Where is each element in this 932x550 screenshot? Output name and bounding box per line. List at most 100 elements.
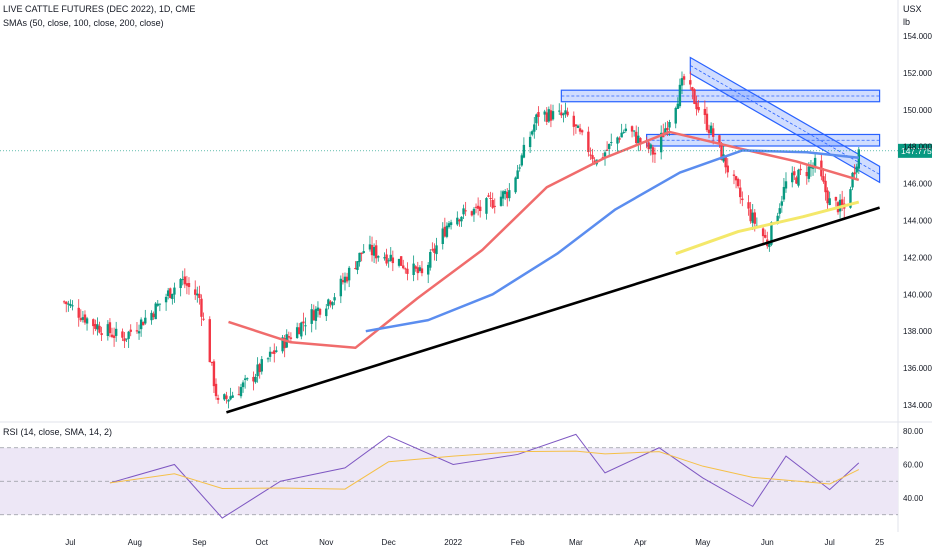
candle-body <box>547 109 551 122</box>
candle-body <box>782 186 786 200</box>
candle-body <box>460 216 463 222</box>
candle-body <box>732 174 736 176</box>
price-tick-label: 148.000 <box>903 143 932 152</box>
candle-body <box>237 394 241 396</box>
time-tick-label: Jul <box>825 538 835 547</box>
candle-body <box>501 191 505 199</box>
candle-body <box>828 198 831 206</box>
candle-body <box>533 124 536 132</box>
candle-body <box>674 108 677 124</box>
chart-title: LIVE CATTLE FUTURES (DEC 2022), 1D, CME <box>3 4 196 14</box>
candle-body <box>347 267 351 281</box>
candle-body <box>268 351 272 357</box>
candle-body <box>518 167 521 169</box>
candle-body <box>689 80 692 85</box>
time-tick-label: May <box>695 538 710 547</box>
candle-body <box>676 103 680 109</box>
candle-body <box>345 276 349 282</box>
candle-body <box>125 338 128 340</box>
candle-body <box>387 260 390 262</box>
candle-body <box>666 127 669 131</box>
candle-body <box>564 110 567 115</box>
candle-body <box>822 176 825 182</box>
rsi-line <box>109 433 860 519</box>
candle-body <box>331 302 334 306</box>
candle-body <box>266 358 270 360</box>
candle-body <box>668 122 671 128</box>
candle-body <box>711 128 715 137</box>
candle-body <box>127 331 130 339</box>
candle-body <box>391 257 395 264</box>
price-tick-label: 142.000 <box>903 253 932 262</box>
candle-body <box>110 334 114 337</box>
candle-body <box>142 322 145 326</box>
candle-body <box>431 249 434 251</box>
candle-body <box>252 376 255 382</box>
candle-body <box>635 131 638 144</box>
candle-body <box>857 149 860 169</box>
candle-body <box>531 131 534 135</box>
candle-body <box>449 222 453 226</box>
candle-body <box>522 144 526 158</box>
candle-body <box>62 301 66 303</box>
candle-body <box>443 226 447 237</box>
time-tick-label: Jun <box>761 538 774 547</box>
candle-body <box>121 331 124 338</box>
candle-body <box>169 288 172 298</box>
candle-body <box>811 166 815 169</box>
candle-body <box>231 395 234 398</box>
rsi-legend: RSI (14, close, SMA, 14, 2) <box>3 427 113 437</box>
candle-body <box>304 325 307 327</box>
candle-body <box>680 78 684 86</box>
candle-body <box>807 166 811 179</box>
candle-body <box>108 322 112 334</box>
candle-body <box>368 244 372 250</box>
time-tick-label: 2022 <box>444 538 462 547</box>
candle-body <box>435 245 438 255</box>
sma-legend: SMAs (50, close, 100, close, 200, close) <box>3 18 164 28</box>
candle-body <box>389 254 392 261</box>
candle-body <box>853 172 856 175</box>
candle-body <box>275 350 278 352</box>
candle-body <box>605 149 609 151</box>
candle-body <box>445 225 449 237</box>
price-tick-label: 146.000 <box>903 180 932 189</box>
candle-body <box>139 319 143 330</box>
candle-body <box>447 223 451 228</box>
candle-body <box>472 208 476 215</box>
candle-body <box>485 198 488 214</box>
candle-body <box>593 160 596 163</box>
time-tick-label: Nov <box>319 538 333 547</box>
candle-body <box>697 106 700 111</box>
candle-body <box>185 283 189 286</box>
candle-body <box>549 110 553 121</box>
candle-body <box>632 130 636 132</box>
candle-body <box>137 331 141 334</box>
candle-body <box>470 211 474 216</box>
candle-body <box>851 172 854 188</box>
candle-body <box>678 84 682 107</box>
candle-body <box>198 293 201 298</box>
candle-body <box>372 246 376 256</box>
candle-body <box>246 378 249 380</box>
candle-body <box>360 252 363 255</box>
candle-body <box>747 202 750 209</box>
rsi-tick-label: 60.00 <box>903 461 924 470</box>
candle-body <box>797 169 800 186</box>
candle-body <box>416 267 419 274</box>
candle-body <box>620 132 623 138</box>
candle-body <box>362 251 365 253</box>
candle-body <box>516 170 519 179</box>
candle-body <box>476 205 480 209</box>
candle-body <box>385 254 388 264</box>
candle-body <box>776 215 779 224</box>
candle-body <box>826 190 829 204</box>
descending-channel <box>689 56 881 184</box>
candle-body <box>181 279 184 281</box>
candle-body <box>834 196 838 201</box>
candle-body <box>92 319 95 327</box>
time-tick-label: Dec <box>382 538 396 547</box>
candle-body <box>318 308 322 315</box>
candle-body <box>298 327 301 335</box>
candle-body <box>179 279 182 289</box>
